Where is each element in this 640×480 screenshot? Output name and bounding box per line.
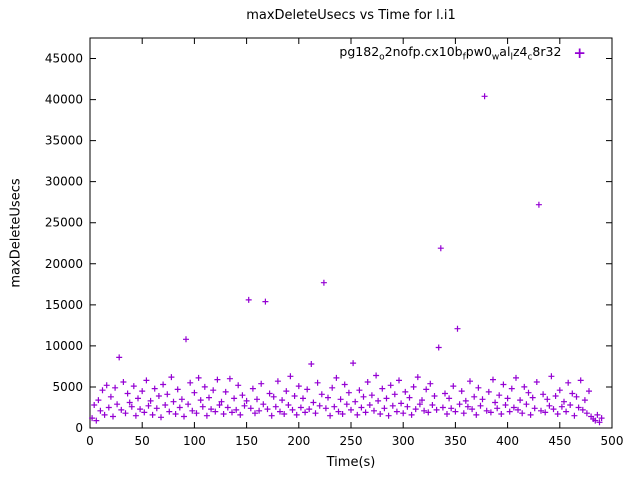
chart-title: maxDeleteUsecs vs Time for l.i1 <box>246 8 456 23</box>
y-tick-label: 25000 <box>45 216 83 230</box>
plot-border <box>89 37 613 429</box>
legend-label-segment: 8r32 <box>532 44 562 59</box>
legend-label-segment: w <box>491 52 500 63</box>
y-tick-label: 20000 <box>45 257 83 271</box>
legend-label-segment: c <box>527 52 533 63</box>
y-tick-label: 15000 <box>45 298 83 312</box>
data-points <box>89 93 605 426</box>
legend-plus-marker: + <box>573 43 586 62</box>
y-tick-label: 10000 <box>45 339 83 353</box>
legend-label-segment: 2nofp.cx10b <box>384 44 463 59</box>
legend: pg182o2nofp.cx10bfpw0wallz4c8r32 + <box>339 44 586 63</box>
legend-label-segment: z4 <box>512 44 528 59</box>
legend-label-segment: al <box>499 44 511 59</box>
x-tick-label: 400 <box>496 434 519 448</box>
x-tick-label: 0 <box>86 434 94 448</box>
x-tick-label: 100 <box>183 434 206 448</box>
legend-label: pg182o2nofp.cx10bfpw0wallz4c8r32 <box>339 44 561 63</box>
y-tick-label: 35000 <box>45 134 83 148</box>
legend-label-segment: o <box>379 52 385 63</box>
y-tick-label: 30000 <box>45 175 83 189</box>
legend-label-segment: l <box>510 52 513 63</box>
x-tick-label: 350 <box>444 434 467 448</box>
x-tick-label: 250 <box>340 434 363 448</box>
x-tick-label: 50 <box>135 434 150 448</box>
legend-label-segment: pw0 <box>465 44 492 59</box>
x-tick-label: 150 <box>235 434 258 448</box>
legend-label-segment: f <box>462 52 466 63</box>
x-tick-label: 450 <box>548 434 571 448</box>
x-tick-label: 300 <box>392 434 415 448</box>
y-tick-label: 45000 <box>45 52 83 66</box>
x-tick-label: 200 <box>287 434 310 448</box>
axis-ticks <box>89 38 613 429</box>
x-axis-label: Time(s) <box>326 455 376 470</box>
y-tick-label: 0 <box>75 421 83 435</box>
x-tick-label: 500 <box>601 434 624 448</box>
y-tick-label: 40000 <box>45 93 83 107</box>
legend-label-segment: pg182 <box>339 44 380 59</box>
y-tick-label: 5000 <box>52 380 83 394</box>
